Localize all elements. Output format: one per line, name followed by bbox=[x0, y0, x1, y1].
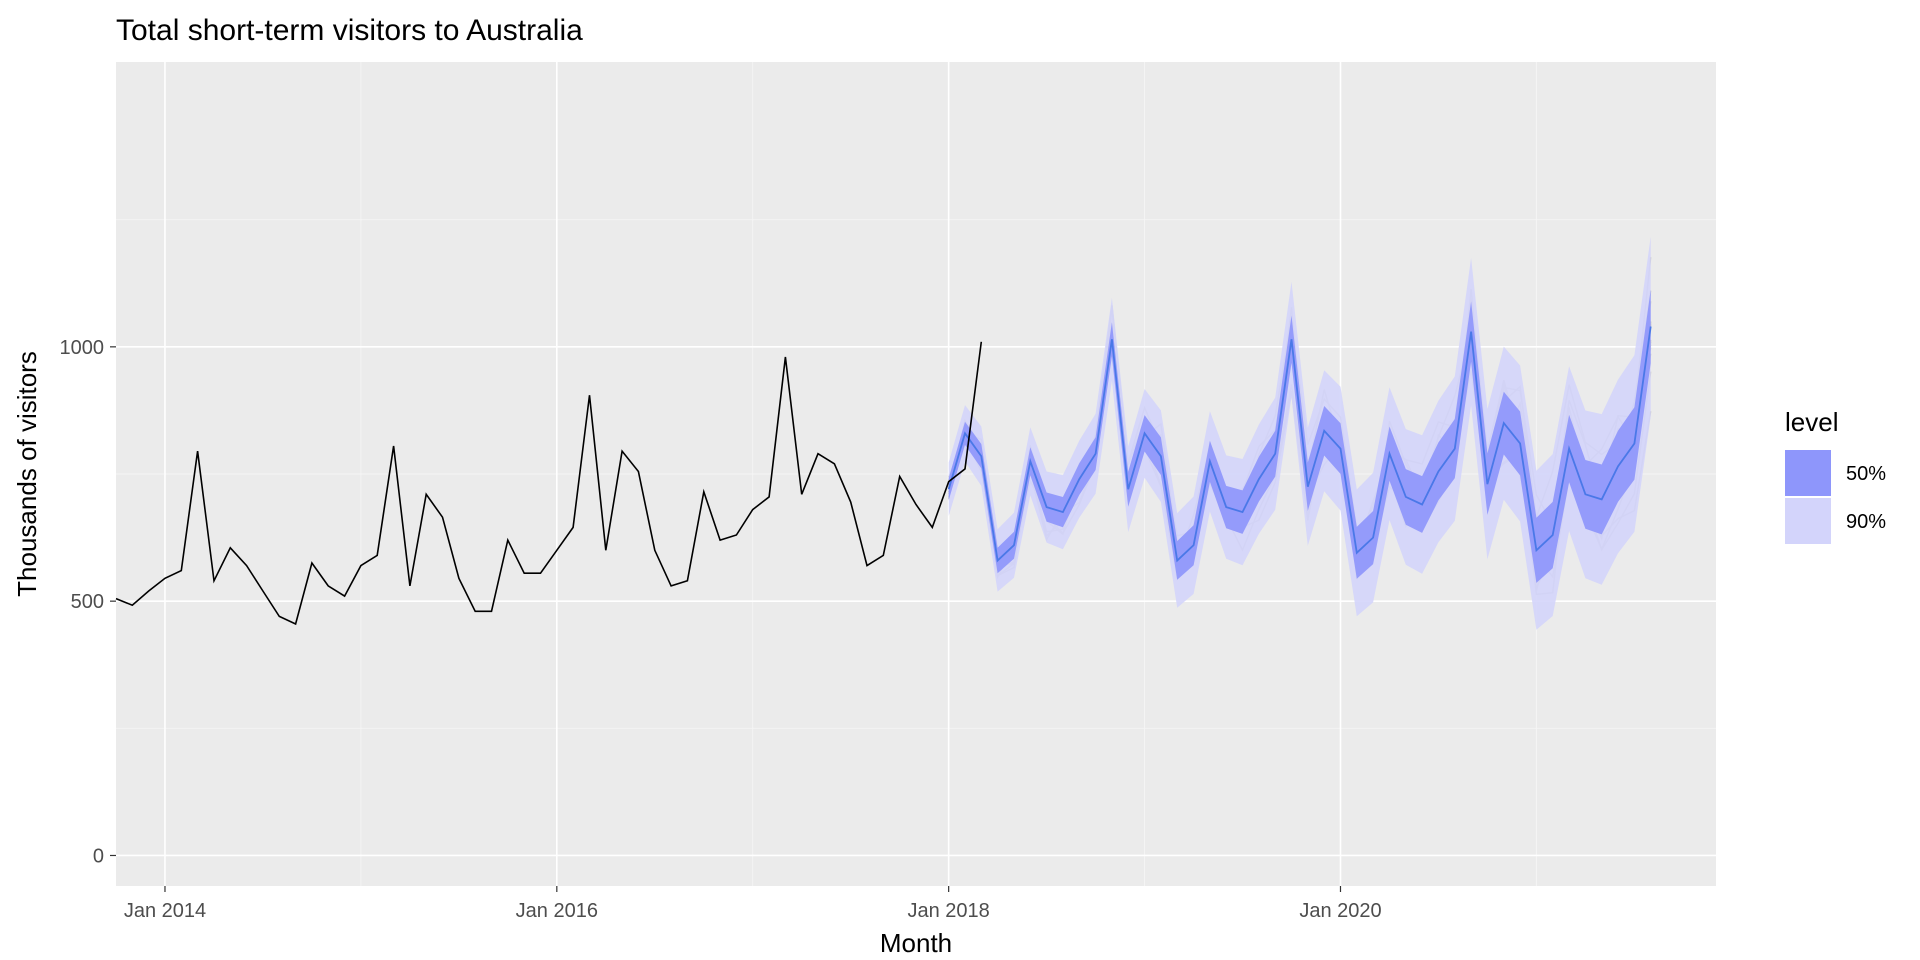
level-legend: level 50% 90% bbox=[1785, 407, 1886, 544]
history-path bbox=[115, 341, 983, 626]
legend-key-90pct bbox=[1785, 498, 1831, 544]
x-tick-label: Jan 2020 bbox=[1299, 900, 1381, 922]
forecast-mean-path bbox=[947, 326, 1652, 563]
y-axis: 0 500 1000 bbox=[60, 337, 116, 867]
x-tick-label: Jan 2016 bbox=[516, 900, 598, 922]
chart-title: Total short-term visitors to Australia bbox=[116, 14, 583, 47]
x-tick-label: Jan 2018 bbox=[908, 900, 990, 922]
y-tick-label: 500 bbox=[71, 591, 104, 613]
x-axis: Jan 2014 Jan 2016 Jan 2018 Jan 2020 bbox=[124, 886, 1382, 922]
history-line bbox=[115, 341, 983, 626]
x-axis-title: Month bbox=[880, 928, 952, 958]
y-tick-label: 1000 bbox=[60, 337, 105, 359]
legend-key-50pct bbox=[1785, 450, 1831, 496]
forecast-mean-line bbox=[947, 326, 1652, 563]
y-tick-label: 0 bbox=[93, 845, 104, 867]
y-axis-title: Thousands of visitors bbox=[12, 351, 42, 597]
legend-title: level bbox=[1785, 407, 1838, 437]
legend-label: 50% bbox=[1846, 463, 1886, 485]
legend-label: 90% bbox=[1846, 511, 1886, 533]
x-tick-label: Jan 2014 bbox=[124, 900, 206, 922]
